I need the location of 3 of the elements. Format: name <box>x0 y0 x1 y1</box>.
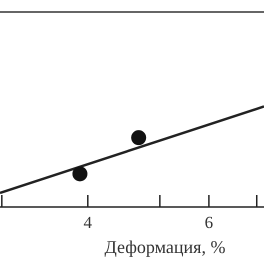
x-axis-title: Деформация, % <box>104 237 226 257</box>
x-tick-label: 4 <box>84 213 93 232</box>
x-tick-label: 6 <box>204 213 214 232</box>
